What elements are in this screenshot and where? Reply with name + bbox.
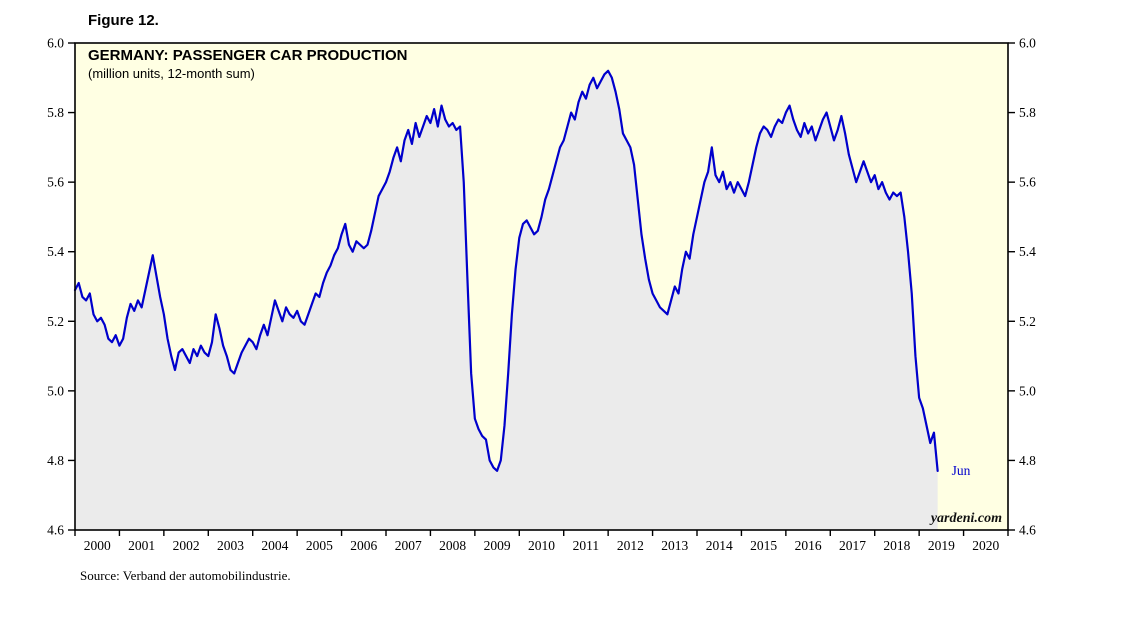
y-axis-tick-label-left: 4.8 <box>47 453 64 468</box>
y-axis-tick-label-left: 5.8 <box>47 105 64 120</box>
y-axis-tick-label-right: 5.4 <box>1019 244 1036 259</box>
plot-frame <box>74 42 1009 531</box>
production-line <box>73 69 939 472</box>
x-axis-tick-label: 2018 <box>883 538 910 553</box>
x-axis-tick-label: 2002 <box>173 538 200 553</box>
x-axis-tick-label: 2016 <box>795 538 822 553</box>
y-axis-tick-label-right: 5.6 <box>1019 175 1036 190</box>
x-axis-tick-label: 2000 <box>84 538 111 553</box>
y-axis-tick-label-left: 5.4 <box>47 244 64 259</box>
x-axis-tick-label: 2008 <box>439 538 466 553</box>
watermark: yardeni.com <box>929 511 1002 526</box>
x-axis-tick-label: 2011 <box>573 538 600 553</box>
chart-subtitle: (million units, 12-month sum) <box>88 66 255 81</box>
y-axis-tick-label-right: 5.2 <box>1019 314 1036 329</box>
x-axis-tick-label: 2009 <box>484 538 511 553</box>
y-axis-tick-label-left: 4.6 <box>47 523 64 538</box>
x-axis-tick-label: 2020 <box>972 538 999 553</box>
x-axis-tick-label: 2015 <box>750 538 777 553</box>
y-axis-tick-label-right: 5.0 <box>1019 383 1036 398</box>
x-axis-tick-label: 2019 <box>928 538 955 553</box>
x-axis-tick-label: 2004 <box>261 538 288 553</box>
x-axis-tick-label: 2014 <box>706 538 733 553</box>
x-axis-tick-label: 2005 <box>306 538 333 553</box>
y-axis-tick-label-left: 5.0 <box>47 383 64 398</box>
x-axis-tick-label: 2013 <box>661 538 688 553</box>
x-axis-tick-label: 2010 <box>528 538 555 553</box>
y-axis-tick-label-left: 5.6 <box>47 175 64 190</box>
y-axis-tick-label-right: 4.6 <box>1019 523 1036 538</box>
x-axis-tick-label: 2003 <box>217 538 244 553</box>
source-note: Source: Verband der automobilindustrie. <box>80 568 291 583</box>
axes: 4.6 4.6 4.8 4.8 5.0 5.0 5.2 5.2 5.4 5.4 5.6 5.6 5.8 5… <box>47 36 1036 554</box>
y-axis-tick-label-right: 5.8 <box>1019 105 1036 120</box>
y-axis-tick-label-left: 5.2 <box>47 314 64 329</box>
x-axis-tick-label: 2006 <box>350 538 377 553</box>
chart-title: GERMANY: PASSENGER CAR PRODUCTION <box>88 47 407 64</box>
chart: 4.6 4.6 4.8 4.8 5.0 5.0 5.2 5.2 5.4 5.4 5.6 5.6 5.8 5… <box>47 36 1036 554</box>
y-axis-tick-label-right: 6.0 <box>1019 36 1036 51</box>
area-fill <box>75 70 938 530</box>
x-axis-tick-label: 2001 <box>128 538 155 553</box>
x-axis-tick-label: 2017 <box>839 538 866 553</box>
x-axis-tick-label: 2012 <box>617 538 644 553</box>
figure-label: Figure 12. <box>88 12 159 29</box>
x-axis-tick-label: 2007 <box>395 538 422 553</box>
y-axis-tick-label-left: 6.0 <box>47 36 64 51</box>
last-point-label: Jun <box>952 463 971 478</box>
y-axis-tick-label-right: 4.8 <box>1019 453 1036 468</box>
